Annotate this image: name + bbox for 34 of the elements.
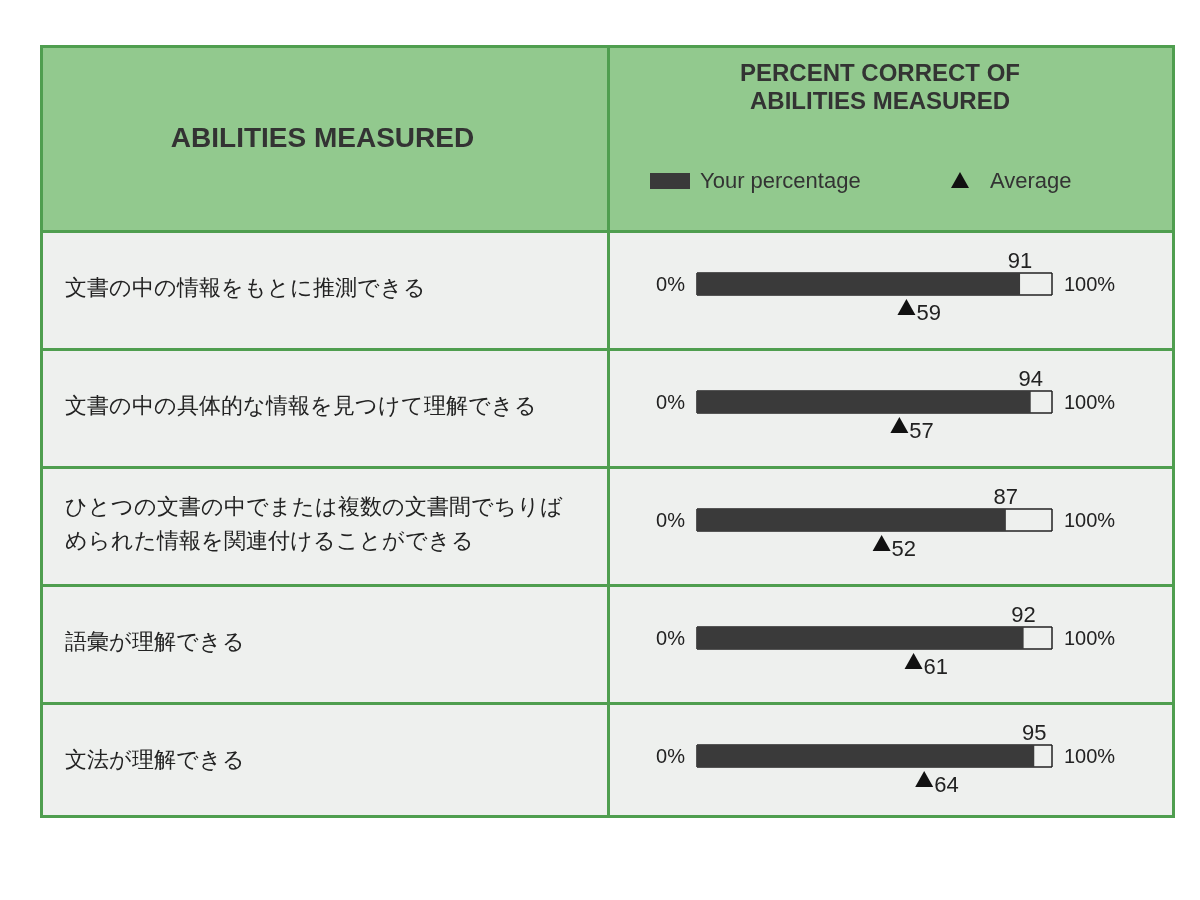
- data-label: 91: [1007, 248, 1033, 273]
- data-label: 64: [934, 772, 959, 797]
- data-label: 92: [1011, 602, 1036, 627]
- y-tick-label: 語彙が理解できる: [65, 629, 245, 654]
- ref-line-label: 0%: [656, 273, 686, 295]
- point: [890, 417, 909, 433]
- text: 0%: [656, 391, 685, 413]
- y-tick-label: ひとつの文書の中でまたは複数の文書間でちりばめられた情報を関連付けることができる: [65, 494, 563, 553]
- point: [872, 535, 891, 551]
- chart-title: PERCENT CORRECT OF ABILITIES MEASURED: [739, 59, 1021, 114]
- legend-label: Your percentage: [700, 168, 861, 193]
- data-label: 57: [909, 418, 934, 443]
- data-label: 61: [923, 654, 949, 679]
- text: 100%: [1064, 509, 1116, 531]
- text: 100%: [1064, 391, 1116, 413]
- text: 0%: [656, 509, 685, 531]
- data-label: 95: [1022, 720, 1047, 745]
- text: 0%: [656, 627, 685, 649]
- legend-label: Average: [990, 168, 1072, 193]
- text: 100%: [1064, 627, 1116, 649]
- point: [897, 299, 916, 315]
- point: [904, 653, 923, 669]
- data-label: 87: [993, 484, 1019, 509]
- text: 0%: [656, 745, 685, 767]
- y-axis-title: ABILITIES MEASURED: [170, 121, 475, 153]
- y-tick-label: 文書の中の具体的な情報を見つけて理解できる: [65, 393, 537, 418]
- data-label: 59: [916, 300, 941, 325]
- y-tick-label: 文法が理解できる: [65, 747, 245, 772]
- data-label: 52: [891, 536, 917, 561]
- ref-line-label: 100%: [1064, 273, 1116, 295]
- point: [915, 771, 934, 787]
- data-label: 94: [1018, 366, 1043, 391]
- y-tick-label: 文書の中の情報をもとに推測できる: [65, 275, 426, 300]
- text: 100%: [1064, 745, 1116, 767]
